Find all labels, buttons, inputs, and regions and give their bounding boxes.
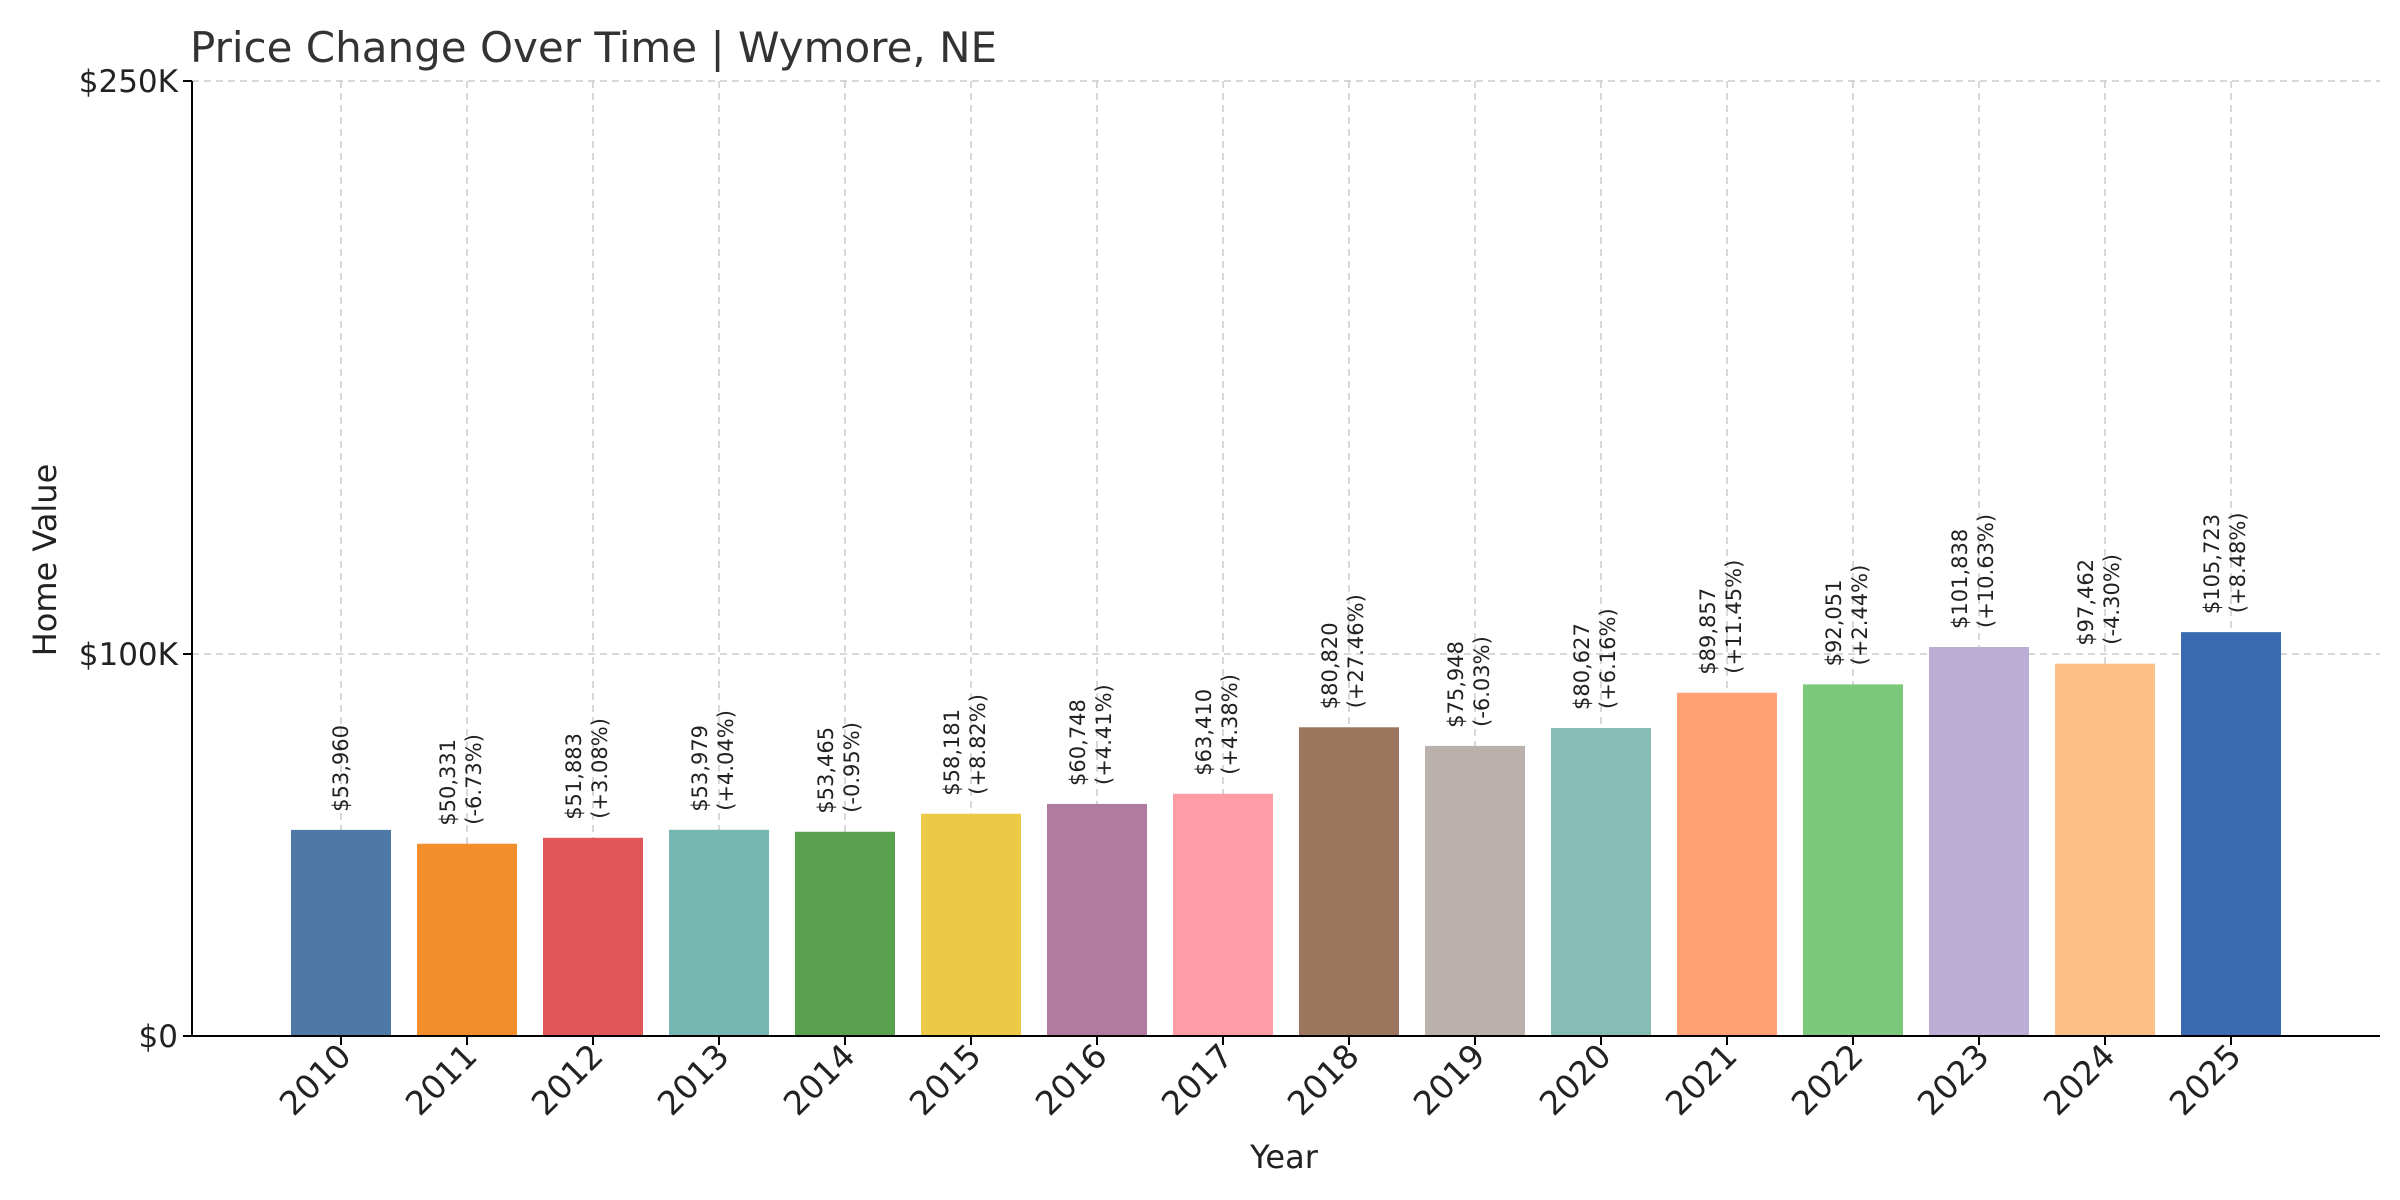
x-tick-label: 2015 bbox=[902, 1036, 989, 1123]
y-axis-label: Home Value bbox=[26, 464, 64, 657]
bar-change-label: (+10.63%) bbox=[1974, 514, 1998, 628]
x-tick-label: 2024 bbox=[2036, 1036, 2123, 1123]
bar-2025 bbox=[2181, 632, 2281, 1036]
x-tick-label: 2023 bbox=[1910, 1036, 1997, 1123]
chart-title: Price Change Over Time | Wymore, NE bbox=[190, 23, 997, 72]
bar-value-label: $53,960 bbox=[329, 725, 353, 812]
bar-2018 bbox=[1299, 727, 1399, 1036]
bar-change-label: (+4.04%) bbox=[714, 710, 738, 811]
bar-2019 bbox=[1425, 745, 1525, 1036]
bar-change-label: (+27.46%) bbox=[1344, 594, 1368, 708]
bar-2020 bbox=[1551, 728, 1651, 1036]
bar-2012 bbox=[543, 837, 643, 1036]
bar-change-label: (+3.08%) bbox=[588, 718, 612, 819]
x-tick-label: 2016 bbox=[1028, 1036, 1115, 1123]
y-tick-label: $250K bbox=[79, 64, 179, 100]
bars-layer bbox=[291, 632, 2281, 1036]
bar-change-label: (+8.82%) bbox=[966, 694, 990, 795]
bar-2013 bbox=[669, 829, 769, 1036]
bar-value-label: $51,883 bbox=[562, 733, 586, 820]
x-tick-label: 2012 bbox=[524, 1036, 611, 1123]
bar-value-label: $58,181 bbox=[940, 709, 964, 796]
bar-change-label: (+4.41%) bbox=[1092, 684, 1116, 785]
bar-value-label: $63,410 bbox=[1192, 689, 1216, 776]
x-tick-label: 2020 bbox=[1532, 1036, 1619, 1123]
bar-2015 bbox=[921, 813, 1021, 1036]
bar-change-label: (-4.30%) bbox=[2100, 554, 2124, 645]
bar-change-label: (+4.38%) bbox=[1218, 674, 1242, 775]
bar-2014 bbox=[795, 831, 895, 1036]
bar-2022 bbox=[1803, 684, 1903, 1036]
x-tick-label: 2021 bbox=[1658, 1036, 1745, 1123]
bar-value-label: $89,857 bbox=[1696, 588, 1720, 675]
y-tick-label: $100K bbox=[79, 637, 179, 673]
bar-2023 bbox=[1929, 646, 2029, 1036]
bar-value-label: $75,948 bbox=[1444, 641, 1468, 728]
bar-change-label: (-0.95%) bbox=[840, 722, 864, 813]
bar-change-label: (+8.48%) bbox=[2226, 512, 2250, 613]
x-tick-label: 2019 bbox=[1406, 1036, 1493, 1123]
bar-value-label: $105,723 bbox=[2200, 514, 2224, 614]
bar-2016 bbox=[1047, 803, 1147, 1036]
bar-change-label: (+11.45%) bbox=[1722, 560, 1746, 674]
bar-value-label: $92,051 bbox=[1822, 580, 1846, 667]
bar-2017 bbox=[1173, 793, 1273, 1036]
bar-value-label: $50,331 bbox=[436, 739, 460, 826]
x-tick-label: 2013 bbox=[650, 1036, 737, 1123]
bar-value-label: $53,979 bbox=[688, 725, 712, 812]
x-tick-label: 2022 bbox=[1784, 1036, 1871, 1123]
bar-change-label: (-6.73%) bbox=[462, 734, 486, 825]
bar-2011 bbox=[417, 843, 517, 1036]
bar-2021 bbox=[1677, 692, 1777, 1036]
bar-change-label: (-6.03%) bbox=[1470, 636, 1494, 727]
x-axis-label: Year bbox=[1249, 1138, 1319, 1176]
bar-value-label: $53,465 bbox=[814, 727, 838, 814]
bar-value-label: $80,627 bbox=[1570, 623, 1594, 710]
x-tick-label: 2025 bbox=[2162, 1036, 2249, 1123]
y-tick-label: $0 bbox=[139, 1019, 178, 1055]
x-tick-label: 2017 bbox=[1154, 1036, 1241, 1123]
grid-layer bbox=[192, 80, 2380, 1036]
bar-change-label: (+6.16%) bbox=[1596, 608, 1620, 709]
bar-2024 bbox=[2055, 663, 2155, 1036]
x-tick-label: 2018 bbox=[1280, 1036, 1367, 1123]
bar-value-label: $60,748 bbox=[1066, 699, 1090, 786]
axes-layer bbox=[183, 80, 2380, 1045]
x-tick-label: 2014 bbox=[776, 1036, 863, 1123]
x-tick-label: 2010 bbox=[272, 1036, 359, 1123]
labels-layer: $0 $100K $250K 2010 $53,960 2011 $50,331 (-6.73… bbox=[79, 64, 2250, 1123]
bar-2010 bbox=[291, 829, 391, 1036]
bar-change-label: (+2.44%) bbox=[1848, 565, 1872, 666]
bar-value-label: $80,820 bbox=[1318, 622, 1342, 709]
bar-value-label: $101,838 bbox=[1948, 529, 1972, 629]
x-tick-label: 2011 bbox=[398, 1036, 485, 1123]
bar-value-label: $97,462 bbox=[2074, 559, 2098, 646]
